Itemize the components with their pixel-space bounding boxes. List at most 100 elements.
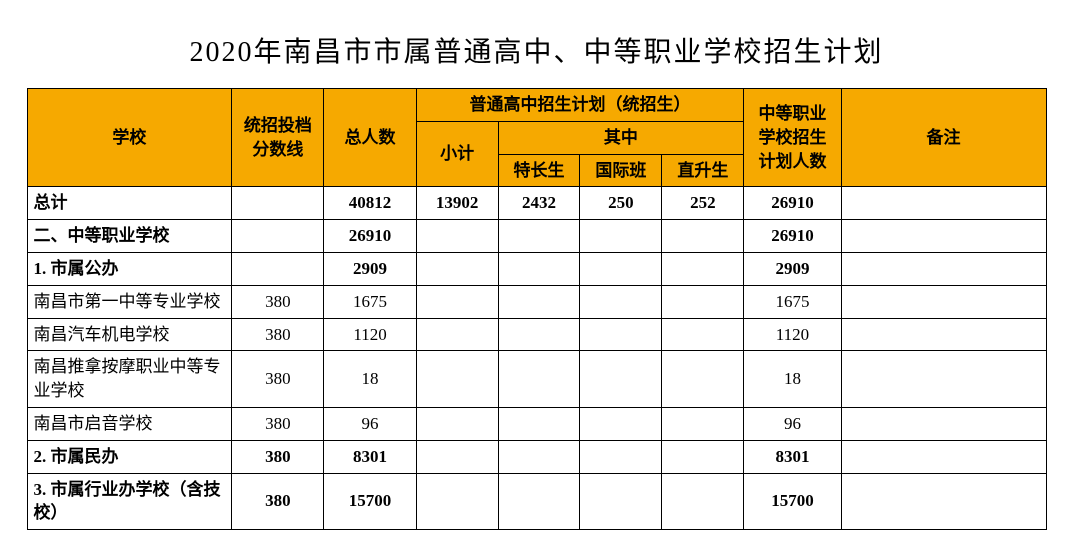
cell-score — [232, 187, 324, 220]
cell-total: 1675 — [324, 285, 416, 318]
cell-total: 96 — [324, 407, 416, 440]
cell-zss — [662, 318, 744, 351]
table-body: 总计4081213902243225025226910二、中等职业学校26910… — [27, 187, 1046, 530]
cell-score — [232, 252, 324, 285]
cell-note — [841, 252, 1046, 285]
cell-tcs — [498, 318, 580, 351]
cell-sub — [416, 252, 498, 285]
cell-note — [841, 285, 1046, 318]
enrollment-table: 学校 统招投档分数线 总人数 普通高中招生计划（统招生） 中等职业学校招生计划人… — [27, 88, 1047, 530]
th-tcs: 特长生 — [498, 154, 580, 187]
page-title: 2020年南昌市市属普通高中、中等职业学校招生计划 — [20, 30, 1053, 70]
th-gaozhong-group: 普通高中招生计划（统招生） — [416, 89, 744, 122]
cell-voc: 18 — [744, 351, 841, 408]
cell-gjb — [580, 440, 662, 473]
th-voc: 中等职业学校招生计划人数 — [744, 89, 841, 187]
table-row: 南昌市第一中等专业学校38016751675 — [27, 285, 1046, 318]
cell-total: 18 — [324, 351, 416, 408]
table-row: 1. 市属公办29092909 — [27, 252, 1046, 285]
cell-school: 总计 — [27, 187, 232, 220]
cell-voc: 8301 — [744, 440, 841, 473]
cell-score: 380 — [232, 351, 324, 408]
cell-voc: 15700 — [744, 473, 841, 530]
cell-gjb — [580, 318, 662, 351]
th-score: 统招投档分数线 — [232, 89, 324, 187]
cell-sub: 13902 — [416, 187, 498, 220]
cell-school: 2. 市属民办 — [27, 440, 232, 473]
cell-school: 1. 市属公办 — [27, 252, 232, 285]
cell-gjb: 250 — [580, 187, 662, 220]
cell-gjb — [580, 473, 662, 530]
cell-gjb — [580, 351, 662, 408]
cell-tcs — [498, 220, 580, 253]
cell-tcs — [498, 440, 580, 473]
cell-tcs — [498, 351, 580, 408]
th-subtotal: 小计 — [416, 121, 498, 187]
cell-sub — [416, 220, 498, 253]
cell-zss — [662, 407, 744, 440]
th-school: 学校 — [27, 89, 232, 187]
table-row: 2. 市属民办38083018301 — [27, 440, 1046, 473]
cell-note — [841, 187, 1046, 220]
cell-score: 380 — [232, 440, 324, 473]
cell-note — [841, 473, 1046, 530]
cell-sub — [416, 318, 498, 351]
th-qizhong: 其中 — [498, 121, 744, 154]
cell-zss — [662, 285, 744, 318]
cell-total: 26910 — [324, 220, 416, 253]
cell-zss — [662, 252, 744, 285]
cell-sub — [416, 440, 498, 473]
cell-score — [232, 220, 324, 253]
cell-score: 380 — [232, 407, 324, 440]
cell-note — [841, 318, 1046, 351]
cell-total: 40812 — [324, 187, 416, 220]
cell-total: 15700 — [324, 473, 416, 530]
cell-voc: 1120 — [744, 318, 841, 351]
cell-tcs: 2432 — [498, 187, 580, 220]
cell-zss: 252 — [662, 187, 744, 220]
cell-total: 1120 — [324, 318, 416, 351]
cell-score: 380 — [232, 318, 324, 351]
table-row: 南昌汽车机电学校38011201120 — [27, 318, 1046, 351]
cell-zss — [662, 220, 744, 253]
cell-note — [841, 440, 1046, 473]
cell-zss — [662, 473, 744, 530]
table-row: 二、中等职业学校 26910 26910 — [27, 220, 1046, 253]
th-gjb: 国际班 — [580, 154, 662, 187]
th-total: 总人数 — [324, 89, 416, 187]
cell-score: 380 — [232, 285, 324, 318]
cell-school: 二、中等职业学校 — [27, 220, 232, 253]
table-header: 学校 统招投档分数线 总人数 普通高中招生计划（统招生） 中等职业学校招生计划人… — [27, 89, 1046, 187]
table-row: 3. 市属行业办学校（含技校）3801570015700 — [27, 473, 1046, 530]
cell-gjb — [580, 407, 662, 440]
cell-total: 8301 — [324, 440, 416, 473]
cell-note — [841, 351, 1046, 408]
cell-voc: 26910 — [744, 187, 841, 220]
cell-sub — [416, 285, 498, 318]
cell-voc: 26910 — [744, 220, 841, 253]
cell-school: 南昌推拿按摩职业中等专业学校 — [27, 351, 232, 408]
cell-school: 南昌市第一中等专业学校 — [27, 285, 232, 318]
cell-school: 南昌市启音学校 — [27, 407, 232, 440]
cell-voc: 96 — [744, 407, 841, 440]
cell-tcs — [498, 252, 580, 285]
table-row: 总计 4081213902243225025226910 — [27, 187, 1046, 220]
th-zss: 直升生 — [662, 154, 744, 187]
cell-gjb — [580, 220, 662, 253]
cell-tcs — [498, 407, 580, 440]
cell-school: 南昌汽车机电学校 — [27, 318, 232, 351]
th-note: 备注 — [841, 89, 1046, 187]
cell-note — [841, 407, 1046, 440]
cell-tcs — [498, 285, 580, 318]
cell-sub — [416, 351, 498, 408]
cell-note — [841, 220, 1046, 253]
cell-school: 3. 市属行业办学校（含技校） — [27, 473, 232, 530]
cell-zss — [662, 351, 744, 408]
cell-voc: 1675 — [744, 285, 841, 318]
cell-sub — [416, 473, 498, 530]
cell-tcs — [498, 473, 580, 530]
table-row: 南昌推拿按摩职业中等专业学校3801818 — [27, 351, 1046, 408]
cell-voc: 2909 — [744, 252, 841, 285]
table-row: 南昌市启音学校3809696 — [27, 407, 1046, 440]
cell-gjb — [580, 285, 662, 318]
